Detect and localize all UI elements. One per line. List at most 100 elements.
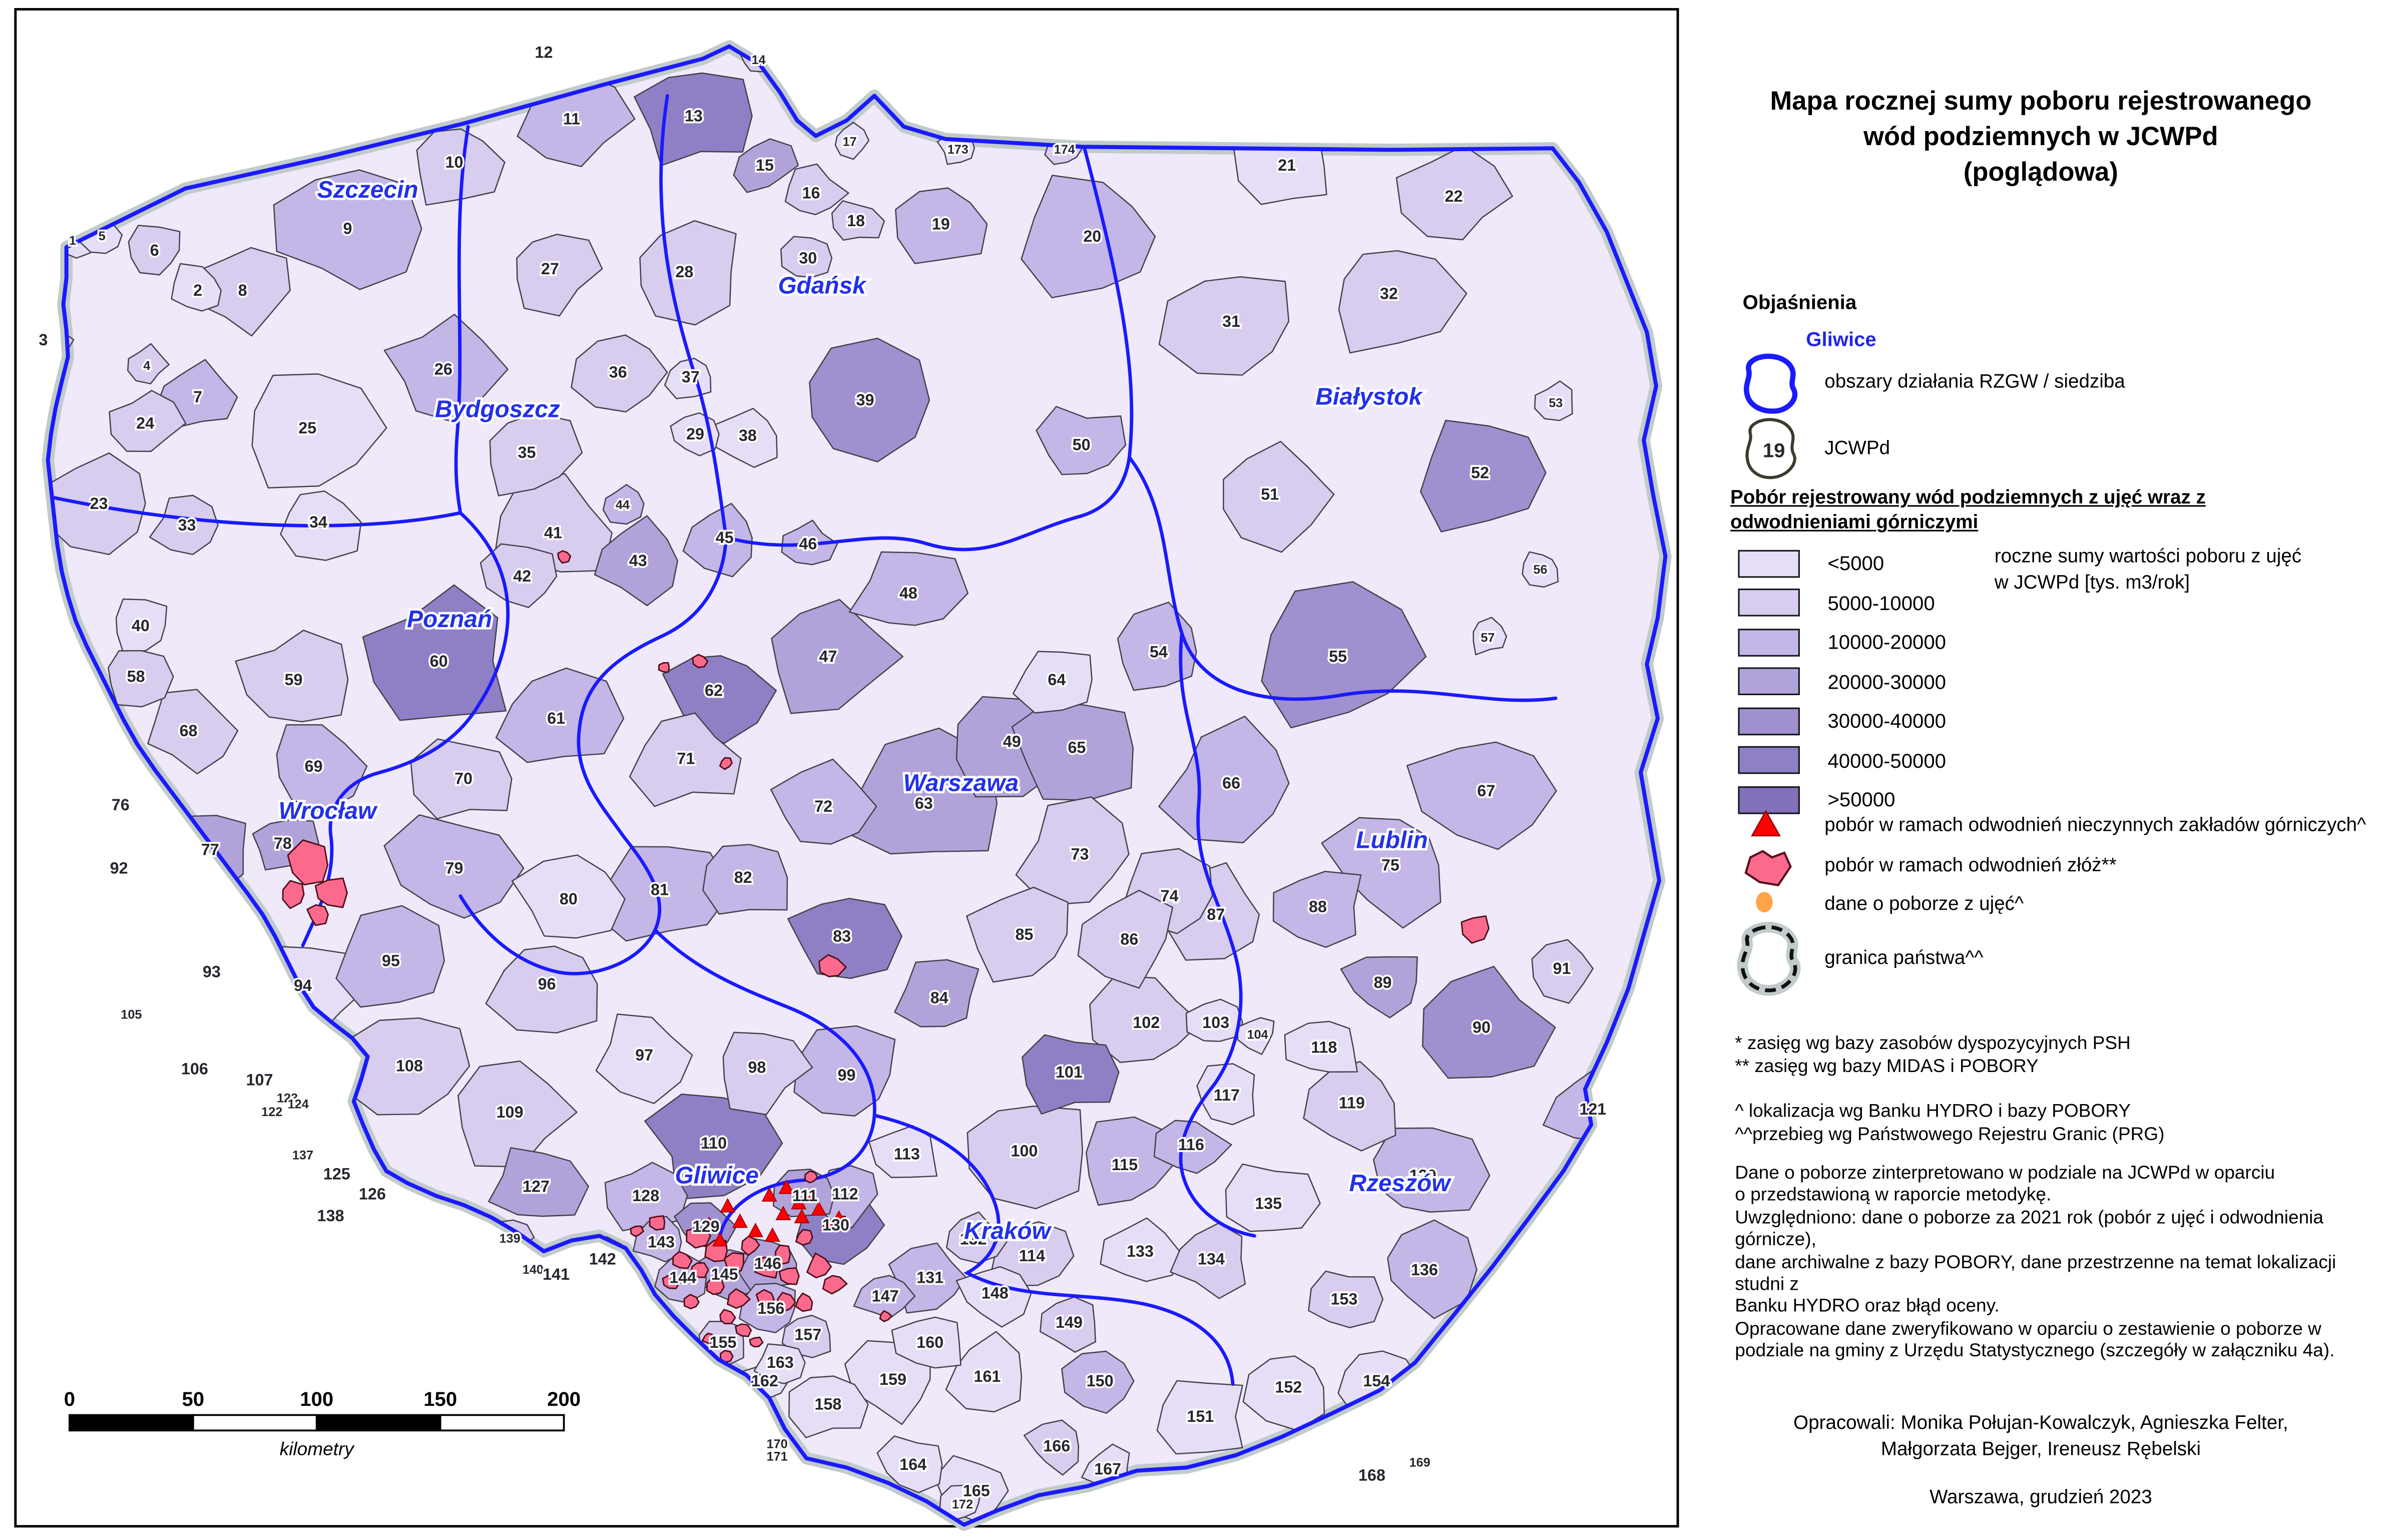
region-number: 127: [523, 1177, 550, 1195]
class-swatch-4: [1738, 668, 1800, 696]
deposit-dewatering-polygon: [727, 1288, 751, 1309]
region-number: 58: [127, 668, 145, 686]
class-row: 5000-10000: [1738, 583, 1946, 623]
deposit-dewatering-polygon: [755, 1289, 775, 1308]
region-number: 162: [751, 1372, 778, 1390]
jcwpd-region: [891, 1316, 962, 1369]
scale-unit: kilometry: [280, 1438, 355, 1459]
jcwpd-region: [733, 138, 799, 193]
jcwpd-region: [1158, 276, 1290, 376]
region-number: 166: [1043, 1437, 1070, 1455]
legend-subheading: Pobór rejestrowany wód podziemnych z uję…: [1730, 486, 2206, 534]
jcwpd-region: [273, 169, 422, 290]
state-border-icon: [1737, 921, 1801, 996]
jcwpd-region: [1340, 956, 1418, 1018]
region-number: 68: [180, 722, 198, 740]
region-number: 46: [799, 535, 817, 553]
region-number: 153: [1330, 1290, 1357, 1308]
city-label: Wrocław: [278, 798, 378, 824]
city-label: Kraków: [964, 1218, 1052, 1244]
region-number: 27: [541, 260, 559, 278]
jcwpd-region: [488, 1147, 589, 1217]
jcwpd-region: [876, 1435, 943, 1493]
jcwpd-region: [383, 313, 509, 423]
region-number: 78: [274, 834, 292, 852]
jcwpd-region: [629, 712, 742, 807]
jcwpd-region: [1021, 175, 1156, 299]
region-number: 14: [751, 53, 765, 67]
region-number: 18: [847, 212, 865, 230]
region-number: 110: [701, 1134, 727, 1152]
legend-panel: Mapa rocznej sumy poboru rejestrowanego …: [1692, 0, 2390, 1540]
region-number: 7: [193, 388, 202, 406]
jcwpd-region: [787, 897, 902, 979]
city-label: Warszawa: [903, 770, 1019, 796]
region-number: 157: [794, 1326, 821, 1344]
region-number: 103: [1202, 1013, 1229, 1032]
region-number: 170: [766, 1437, 787, 1451]
jcwpd-region: [1223, 440, 1335, 553]
scale-tick: 200: [547, 1388, 581, 1410]
city-label: Gdańsk: [778, 272, 867, 299]
region-number: 28: [675, 263, 693, 281]
region-number: 23: [90, 494, 108, 512]
jcwpd-region: [571, 334, 668, 413]
jcwpd-region: [770, 758, 877, 845]
jcwpd-region: [147, 689, 239, 775]
jcwpd-region: [722, 1032, 813, 1116]
region-number: 174: [1054, 143, 1075, 157]
jcwpd-region: [945, 1331, 1023, 1413]
inactive-mine-triangle: [791, 1195, 807, 1210]
city-labels: Szczecin Gdańsk Bydgoszcz Poznań Warszawa Bia…: [276, 174, 1454, 1247]
region-number: 10: [445, 153, 463, 171]
region-number: 156: [757, 1299, 784, 1317]
region-number: 113: [894, 1145, 920, 1163]
region-number: 75: [1381, 856, 1399, 874]
region-number: 106: [181, 1060, 208, 1078]
region-number: 64: [1048, 671, 1066, 689]
region-number: 35: [518, 443, 536, 461]
inactive-mine-triangle: [712, 1232, 728, 1247]
jcwpd-region: [1153, 1120, 1232, 1174]
region-number: 146: [754, 1255, 781, 1273]
deposit-dewatering-polygon: [879, 1310, 892, 1322]
jcwpd-region: [595, 1013, 693, 1104]
jcwpd-region: [834, 122, 870, 160]
deposit-dewatering-polygon: [690, 1262, 709, 1278]
jcwpd-region: [788, 1375, 869, 1438]
region-number: 83: [833, 927, 851, 945]
region-number: 123: [277, 1091, 298, 1105]
deposit-dewatering-polygon: [692, 654, 709, 669]
class-swatch-6: [1738, 746, 1800, 775]
jcwpd-region: [416, 128, 506, 206]
region-number: 79: [445, 859, 463, 877]
jcwpd-region: [1100, 1217, 1180, 1282]
class-legend: <5000 5000-10000 10000-20000 20000-30000…: [1738, 544, 1946, 819]
region-number: 84: [930, 989, 948, 1007]
region-number: 135: [1255, 1194, 1282, 1212]
inactive-mine-triangle: [747, 1222, 763, 1237]
class-row: 40000-50000: [1738, 741, 1946, 780]
region-number: 2: [193, 281, 202, 299]
city-label: Szczecin: [317, 177, 418, 203]
class-label: 10000-20000: [1827, 631, 1947, 654]
region-number: 11: [563, 110, 580, 128]
region-number: 98: [748, 1059, 766, 1077]
region-number: 94: [294, 976, 312, 994]
class-label: 30000-40000: [1827, 709, 1947, 733]
mine-triangle-label: pobór w ramach odwodnień nieczynnych zak…: [1824, 814, 2366, 836]
jcwpd-region: [335, 905, 445, 1008]
deposit-polygon-icon: [1744, 850, 1792, 886]
jcwpd-region: [784, 163, 849, 215]
region-number: 152: [1275, 1378, 1302, 1396]
jcwpd-region: [485, 945, 598, 1034]
rzgw-area-label: obszary działania RZGW / siedziba: [1824, 370, 2125, 392]
region-number: 47: [819, 648, 837, 666]
region-number: 22: [1445, 187, 1463, 205]
deposit-dewatering-polygon: [706, 1276, 725, 1295]
jcwpd-region: [516, 234, 603, 317]
region-number: 66: [1222, 774, 1240, 792]
region-number: 36: [609, 363, 627, 381]
